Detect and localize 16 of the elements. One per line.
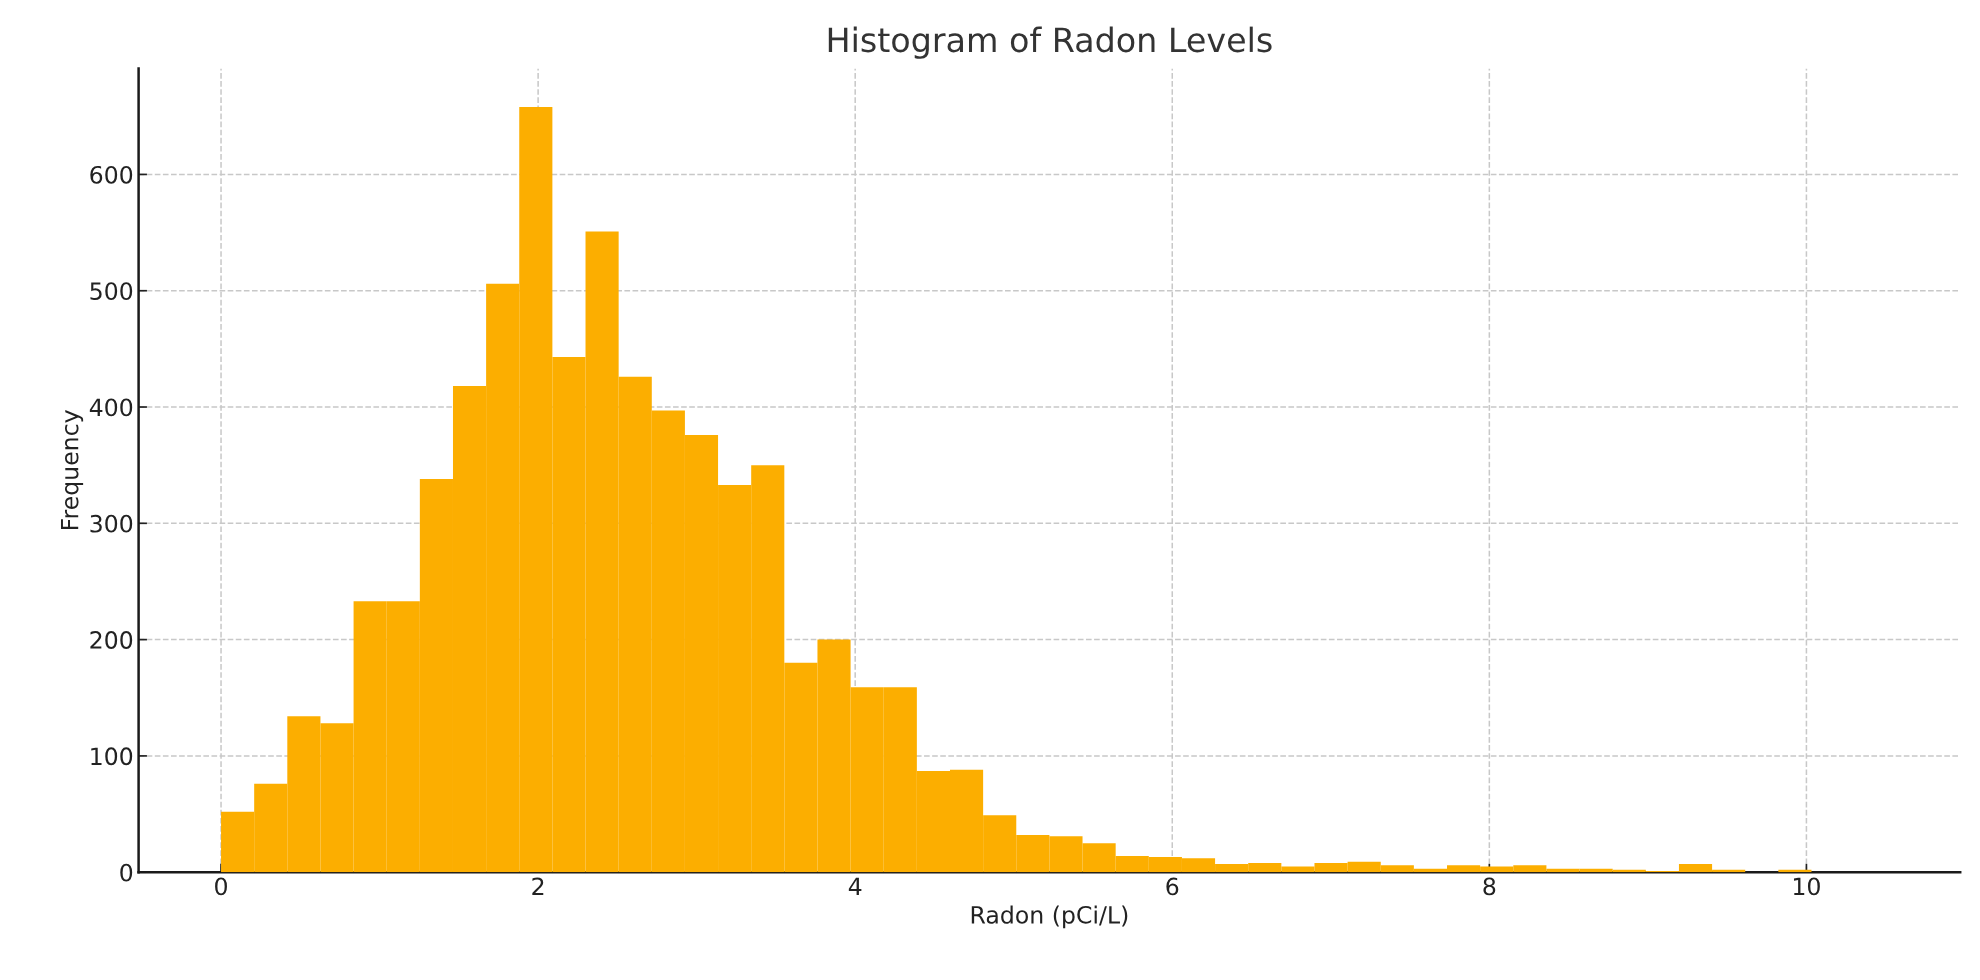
chart-title: Histogram of Radon Levels	[828, 26, 1272, 59]
x-axis-title: Radon (pCi/L)	[971, 905, 1128, 929]
x-tick-label: 0	[215, 877, 227, 896]
y-tick-label: 0	[120, 863, 133, 882]
x-tick-label: 4	[848, 877, 862, 895]
y-tick-label: 100	[91, 747, 133, 766]
x-tick-label: 8	[1483, 877, 1496, 896]
y-tick-label: 500	[90, 282, 133, 301]
x-tick-label: 10	[1793, 877, 1820, 896]
y-axis-title: Frequency	[60, 410, 84, 530]
y-tick-label: 600	[90, 165, 133, 184]
y-tick-label: 400	[89, 398, 133, 417]
y-tick-label: 300	[90, 514, 133, 533]
y-tick-label: 200	[90, 631, 133, 649]
x-tick-label: 2	[532, 877, 544, 895]
x-tick-label: 6	[1166, 877, 1179, 896]
